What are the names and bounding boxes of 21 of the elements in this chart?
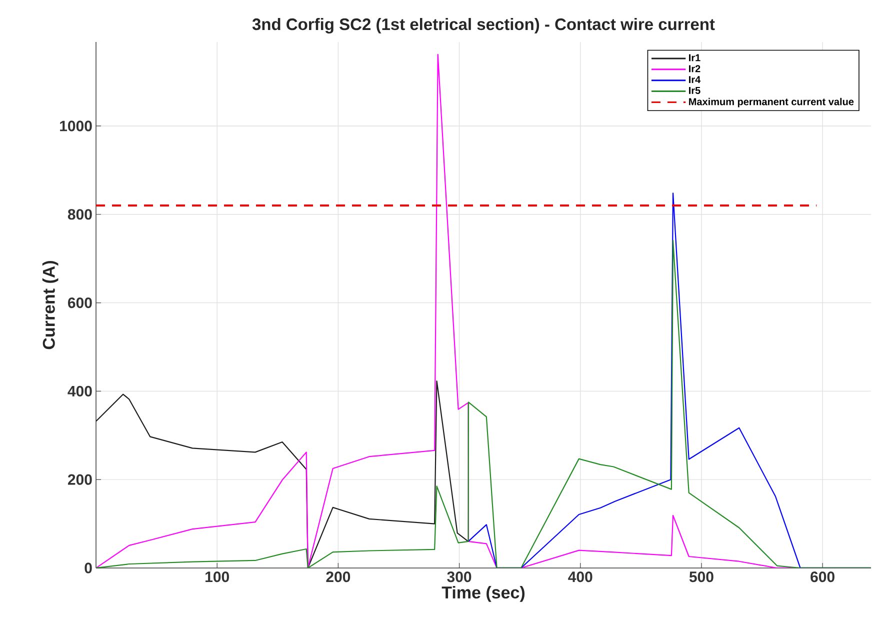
y-tick-label: 0 [84,562,92,574]
x-tick-label: 500 [689,572,714,582]
legend-label: Maximum permanent current value [689,98,854,108]
y-tick-label: 1000 [60,120,92,132]
chart-title: 3nd Corfig SC2 (1st eletrical section) - Contact wire current [252,18,715,34]
y-tick-label: 800 [68,209,92,220]
x-tick-label: 300 [447,572,472,582]
legend-label: Ir4 [689,76,701,84]
line-series [96,380,469,568]
x-axis-title: Time (sec) [442,586,525,602]
y-tick-label: 600 [68,297,92,308]
x-tick-label: 400 [568,572,592,582]
x-tick-label: 200 [326,572,350,582]
legend-label: Ir1 [689,54,700,62]
y-tick-label: 200 [68,474,92,485]
y-axis-title: Current (A) [42,261,58,350]
x-tick-label: 100 [206,572,229,582]
legend-label: Ir5 [689,87,700,94]
legend-label: Ir2 [689,65,700,72]
x-tick-label: 600 [810,572,834,582]
y-tick-label: 400 [68,386,92,396]
